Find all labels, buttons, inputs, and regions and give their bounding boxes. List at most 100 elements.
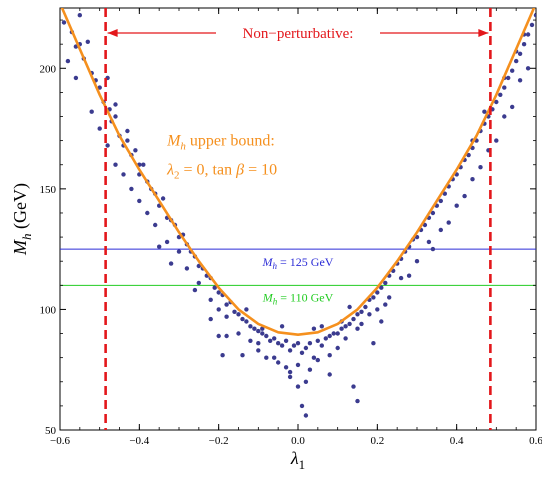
data-point bbox=[430, 210, 436, 216]
data-point bbox=[295, 362, 301, 368]
data-point bbox=[323, 336, 328, 341]
data-point bbox=[315, 357, 320, 363]
data-point bbox=[303, 345, 309, 351]
axis-ticks: −0.6 −0.4 −0.2 0.0 0.2 0.4 0.6 50 100 150 200 bbox=[40, 8, 542, 447]
data-point bbox=[307, 341, 313, 346]
data-point bbox=[97, 126, 102, 131]
data-point bbox=[466, 152, 471, 158]
data-point bbox=[498, 92, 503, 98]
data-point bbox=[343, 336, 348, 341]
data-point bbox=[113, 162, 118, 167]
data-point bbox=[85, 39, 91, 44]
data-point bbox=[268, 338, 273, 343]
data-point bbox=[335, 345, 340, 351]
data-point bbox=[129, 186, 134, 192]
right-arrow-head bbox=[478, 29, 489, 37]
data-point bbox=[105, 143, 110, 148]
data-point bbox=[299, 403, 305, 409]
data-point bbox=[343, 324, 348, 329]
data-point bbox=[264, 355, 269, 360]
data-point bbox=[383, 280, 388, 286]
data-point bbox=[351, 316, 356, 322]
data-point bbox=[244, 307, 249, 312]
data-point bbox=[383, 302, 388, 307]
data-point bbox=[291, 343, 297, 348]
data-point bbox=[279, 324, 285, 329]
data-point bbox=[521, 42, 527, 47]
curve-annotation-line1: Mh upper bound: bbox=[166, 132, 275, 152]
data-point bbox=[272, 336, 277, 341]
data-point bbox=[244, 319, 249, 324]
y-axis-title: Mh (GeV) bbox=[10, 183, 34, 256]
data-point bbox=[379, 319, 384, 324]
data-point bbox=[176, 249, 182, 254]
data-point bbox=[327, 333, 332, 339]
data-point bbox=[303, 413, 309, 418]
nonperturbative-label: Non−perturbative: bbox=[243, 26, 354, 42]
y-tick-label: 50 bbox=[45, 425, 57, 437]
data-point bbox=[311, 355, 317, 360]
data-point bbox=[224, 302, 229, 307]
y-tick-label: 200 bbox=[40, 63, 57, 75]
data-point bbox=[303, 379, 309, 384]
data-point bbox=[482, 109, 487, 114]
data-point bbox=[220, 353, 225, 358]
data-point bbox=[252, 326, 257, 331]
data-point bbox=[73, 75, 79, 81]
x-tick-label: −0.6 bbox=[50, 435, 70, 447]
data-point bbox=[406, 273, 412, 278]
data-point bbox=[256, 328, 261, 334]
data-point bbox=[462, 193, 467, 199]
data-point bbox=[331, 331, 336, 336]
data-point bbox=[260, 326, 265, 331]
data-point bbox=[65, 58, 71, 64]
data-point bbox=[208, 316, 213, 322]
data-point bbox=[125, 128, 130, 134]
data-point bbox=[283, 338, 289, 343]
data-point bbox=[355, 326, 360, 331]
x-tick-label: 0.6 bbox=[529, 435, 542, 447]
data-point bbox=[216, 290, 221, 295]
data-point bbox=[529, 22, 535, 28]
data-point bbox=[216, 307, 221, 312]
data-point bbox=[276, 360, 281, 365]
data-point bbox=[137, 198, 142, 204]
data-point bbox=[287, 348, 293, 353]
data-point bbox=[168, 261, 174, 266]
data-point bbox=[371, 341, 376, 346]
line-110-label: Mh = 110 GeV bbox=[262, 290, 334, 306]
data-point bbox=[113, 114, 118, 119]
data-point bbox=[517, 78, 523, 83]
data-point bbox=[347, 304, 352, 310]
data-point bbox=[160, 196, 166, 201]
data-point bbox=[256, 348, 261, 353]
data-point bbox=[375, 290, 380, 295]
data-point bbox=[319, 324, 324, 329]
data-point bbox=[359, 321, 364, 327]
data-point bbox=[260, 331, 265, 336]
x-axis-title: λ1 bbox=[290, 448, 305, 472]
data-point bbox=[510, 104, 515, 110]
data-point bbox=[153, 222, 158, 228]
x-tick-label: 0.4 bbox=[450, 435, 464, 447]
data-point bbox=[506, 75, 511, 81]
data-point bbox=[125, 138, 130, 143]
data-point bbox=[525, 32, 531, 37]
data-point bbox=[367, 312, 372, 317]
data-point bbox=[283, 365, 289, 370]
left-arrow-head bbox=[107, 29, 118, 37]
data-point bbox=[232, 309, 237, 314]
data-point bbox=[359, 309, 364, 314]
data-point bbox=[319, 343, 324, 348]
data-point bbox=[287, 374, 293, 380]
data-point bbox=[224, 333, 229, 339]
data-point bbox=[196, 280, 201, 286]
data-point bbox=[414, 259, 420, 264]
nonperturbative-bounds bbox=[104, 8, 492, 430]
data-point bbox=[375, 307, 380, 312]
data-point bbox=[430, 246, 436, 252]
data-point bbox=[295, 384, 301, 389]
data-point bbox=[327, 372, 332, 377]
